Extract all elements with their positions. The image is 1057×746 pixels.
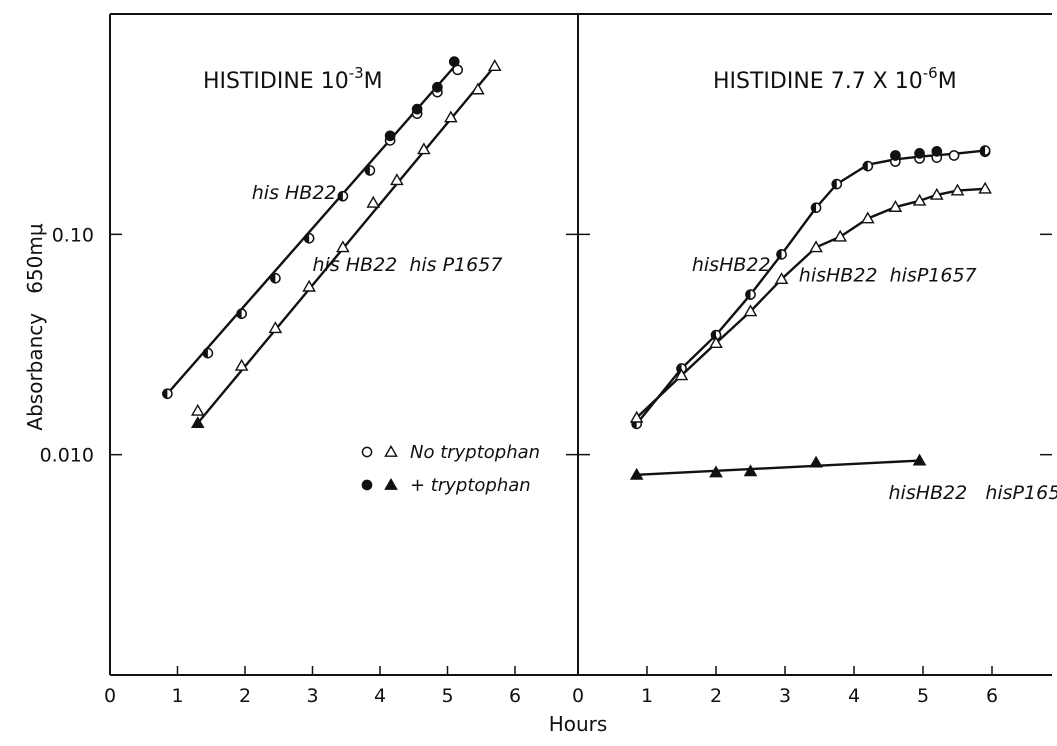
panel-0-half-circle-point xyxy=(270,272,281,284)
panel-0-filled-triangle-point xyxy=(190,416,205,429)
panel-1-open-triangle-point xyxy=(774,272,789,285)
panel-0-half-circle-point xyxy=(364,165,376,176)
legend-symbol-filled-triangle xyxy=(384,477,398,490)
x-axis-title: Hours xyxy=(549,712,608,736)
panel-1-open-triangle-point xyxy=(809,240,823,253)
right-panel-title: HISTIDINE 7.7 X 10-6M xyxy=(713,64,957,94)
axis-tick-labels: 0 1 2 3 4 5 6 0 1 2 3 4 5 6 0.10 0.010 xyxy=(40,224,998,707)
panel-0-open-triangle-point xyxy=(336,240,350,253)
panel-1-curve-0 xyxy=(635,149,986,425)
panel-0-x-tick-label: 5 xyxy=(441,685,453,707)
panel-0-open-triangle-point xyxy=(190,403,205,416)
panel-0-x-tick-label: 1 xyxy=(171,685,183,707)
panel-0-curve-label: his HB22 xyxy=(252,182,337,204)
panel-1-open-triangle-point xyxy=(888,200,903,212)
panel-1-half-circle-point xyxy=(776,249,787,260)
legend-symbol-filled-circle xyxy=(361,479,373,491)
panel-1-open-triangle-point xyxy=(743,304,758,317)
legend: No tryptophan + tryptophan xyxy=(361,442,540,496)
panel-0-x-tick-label: 3 xyxy=(306,685,318,707)
panel-1-half-circle-point xyxy=(831,178,843,190)
panel-0-open-triangle-point xyxy=(268,321,283,334)
panel-1-open-triangle-point xyxy=(929,187,944,200)
panel-1-curve-label: hisHB22 hisP1657 xyxy=(799,265,977,287)
panel-1-open-triangle-point xyxy=(833,229,848,242)
y-axis-title: Absorbancy 650mμ xyxy=(23,223,47,430)
panel-0-x-tick-label: 6 xyxy=(509,685,521,707)
panel-1-x-tick-label: 5 xyxy=(917,685,929,707)
panel-1-filled-triangle-point xyxy=(912,453,927,466)
panel-0-filled-circle-point xyxy=(432,81,443,93)
panel-0-x-tick-label: 4 xyxy=(374,685,386,707)
panel-1-curve-2 xyxy=(636,459,920,477)
panel-1-open-circle-point xyxy=(948,150,960,161)
panel-0-curve-1 xyxy=(196,65,496,424)
panel-1-filled-circle-point xyxy=(914,148,925,159)
panel-0-x-tick-label: 2 xyxy=(239,685,251,707)
panel-0-curve-label: his HB22 his P1657 xyxy=(313,254,503,276)
panel-1-filled-circle-point xyxy=(890,150,901,161)
panel-0-open-triangle-point xyxy=(366,195,381,208)
panel-1-curve-label: hisHB22 xyxy=(692,254,771,276)
panel-1-open-triangle-point xyxy=(950,183,965,196)
legend-label-plus-tryptophan: + tryptophan xyxy=(410,475,531,496)
panel-0-filled-circle-point xyxy=(384,130,396,142)
y-tick-label: 0.10 xyxy=(52,224,94,246)
panel-1-x-tick-label: 2 xyxy=(710,685,722,707)
panel-0-open-triangle-point xyxy=(417,142,431,155)
panel-0-curve-0 xyxy=(166,62,459,395)
panel-1-filled-circle-point xyxy=(931,146,943,157)
panel-0-open-triangle-point xyxy=(302,279,316,292)
panel-0-open-triangle-point xyxy=(444,110,458,123)
panel-0-filled-circle-point xyxy=(448,56,460,67)
panel-1-half-circle-point xyxy=(979,145,991,156)
left-panel-title: HISTIDINE 10-3M xyxy=(203,64,383,94)
y-tick-label: 0.010 xyxy=(40,445,94,467)
panel-0-open-triangle-point xyxy=(487,59,502,72)
panel-1-x-tick-label: 3 xyxy=(779,685,791,707)
curve-labels: his HB22 his HB22 his P1657 hisHB22 hisHB22… xyxy=(252,182,1057,504)
panel-1-filled-triangle-point xyxy=(743,464,758,477)
legend-label-no-tryptophan: No tryptophan xyxy=(410,442,540,463)
legend-symbol-open-circle xyxy=(361,446,373,458)
panel-1-open-triangle-point xyxy=(674,368,689,381)
panel-0-half-circle-point xyxy=(303,232,315,244)
panel-1-curve-label: hisHB22 hisP1657 xyxy=(889,482,1057,504)
panel-1-x-tick-label: 4 xyxy=(848,685,860,707)
panel-0-filled-circle-point xyxy=(411,103,423,115)
panel-1-open-triangle-point xyxy=(709,336,723,348)
panel-1-open-triangle-point xyxy=(978,181,992,194)
panel-0-open-triangle-point xyxy=(234,358,249,371)
panel-1-filled-triangle-point xyxy=(629,467,644,480)
panel-0-half-circle-point xyxy=(236,308,247,320)
panel-1-open-triangle-point xyxy=(629,410,644,423)
panel-1-filled-triangle-point xyxy=(809,455,823,468)
panel-0-half-circle-point xyxy=(202,347,214,359)
panel-1-half-circle-point xyxy=(862,160,874,172)
panel-1-x-tick-label: 1 xyxy=(641,685,653,707)
panel-1-filled-triangle-point xyxy=(709,465,723,478)
panel-0-half-circle-point xyxy=(337,190,349,202)
panel-1-half-circle-point xyxy=(745,289,756,300)
panel-1-half-circle-point xyxy=(810,202,822,214)
panel-0-half-circle-point xyxy=(162,388,173,400)
legend-symbol-open-triangle xyxy=(384,444,398,457)
panel-1-x-tick-label: 6 xyxy=(986,685,998,707)
panel-1-x-tick-label: 0 xyxy=(572,685,584,707)
panel-1-curve-1 xyxy=(635,187,986,419)
panel-0-open-triangle-point xyxy=(390,173,404,186)
data-markers xyxy=(162,56,992,480)
right-panel-frame xyxy=(577,13,1052,676)
panel-1-open-triangle-point xyxy=(860,211,875,224)
axis-ticks xyxy=(109,233,1052,675)
panel-0-open-triangle-point xyxy=(471,82,485,95)
legend-symbols xyxy=(361,444,398,491)
panel-0-x-tick-label: 0 xyxy=(104,685,116,707)
left-panel-frame xyxy=(109,13,578,676)
panel-1-open-triangle-point xyxy=(912,193,927,206)
